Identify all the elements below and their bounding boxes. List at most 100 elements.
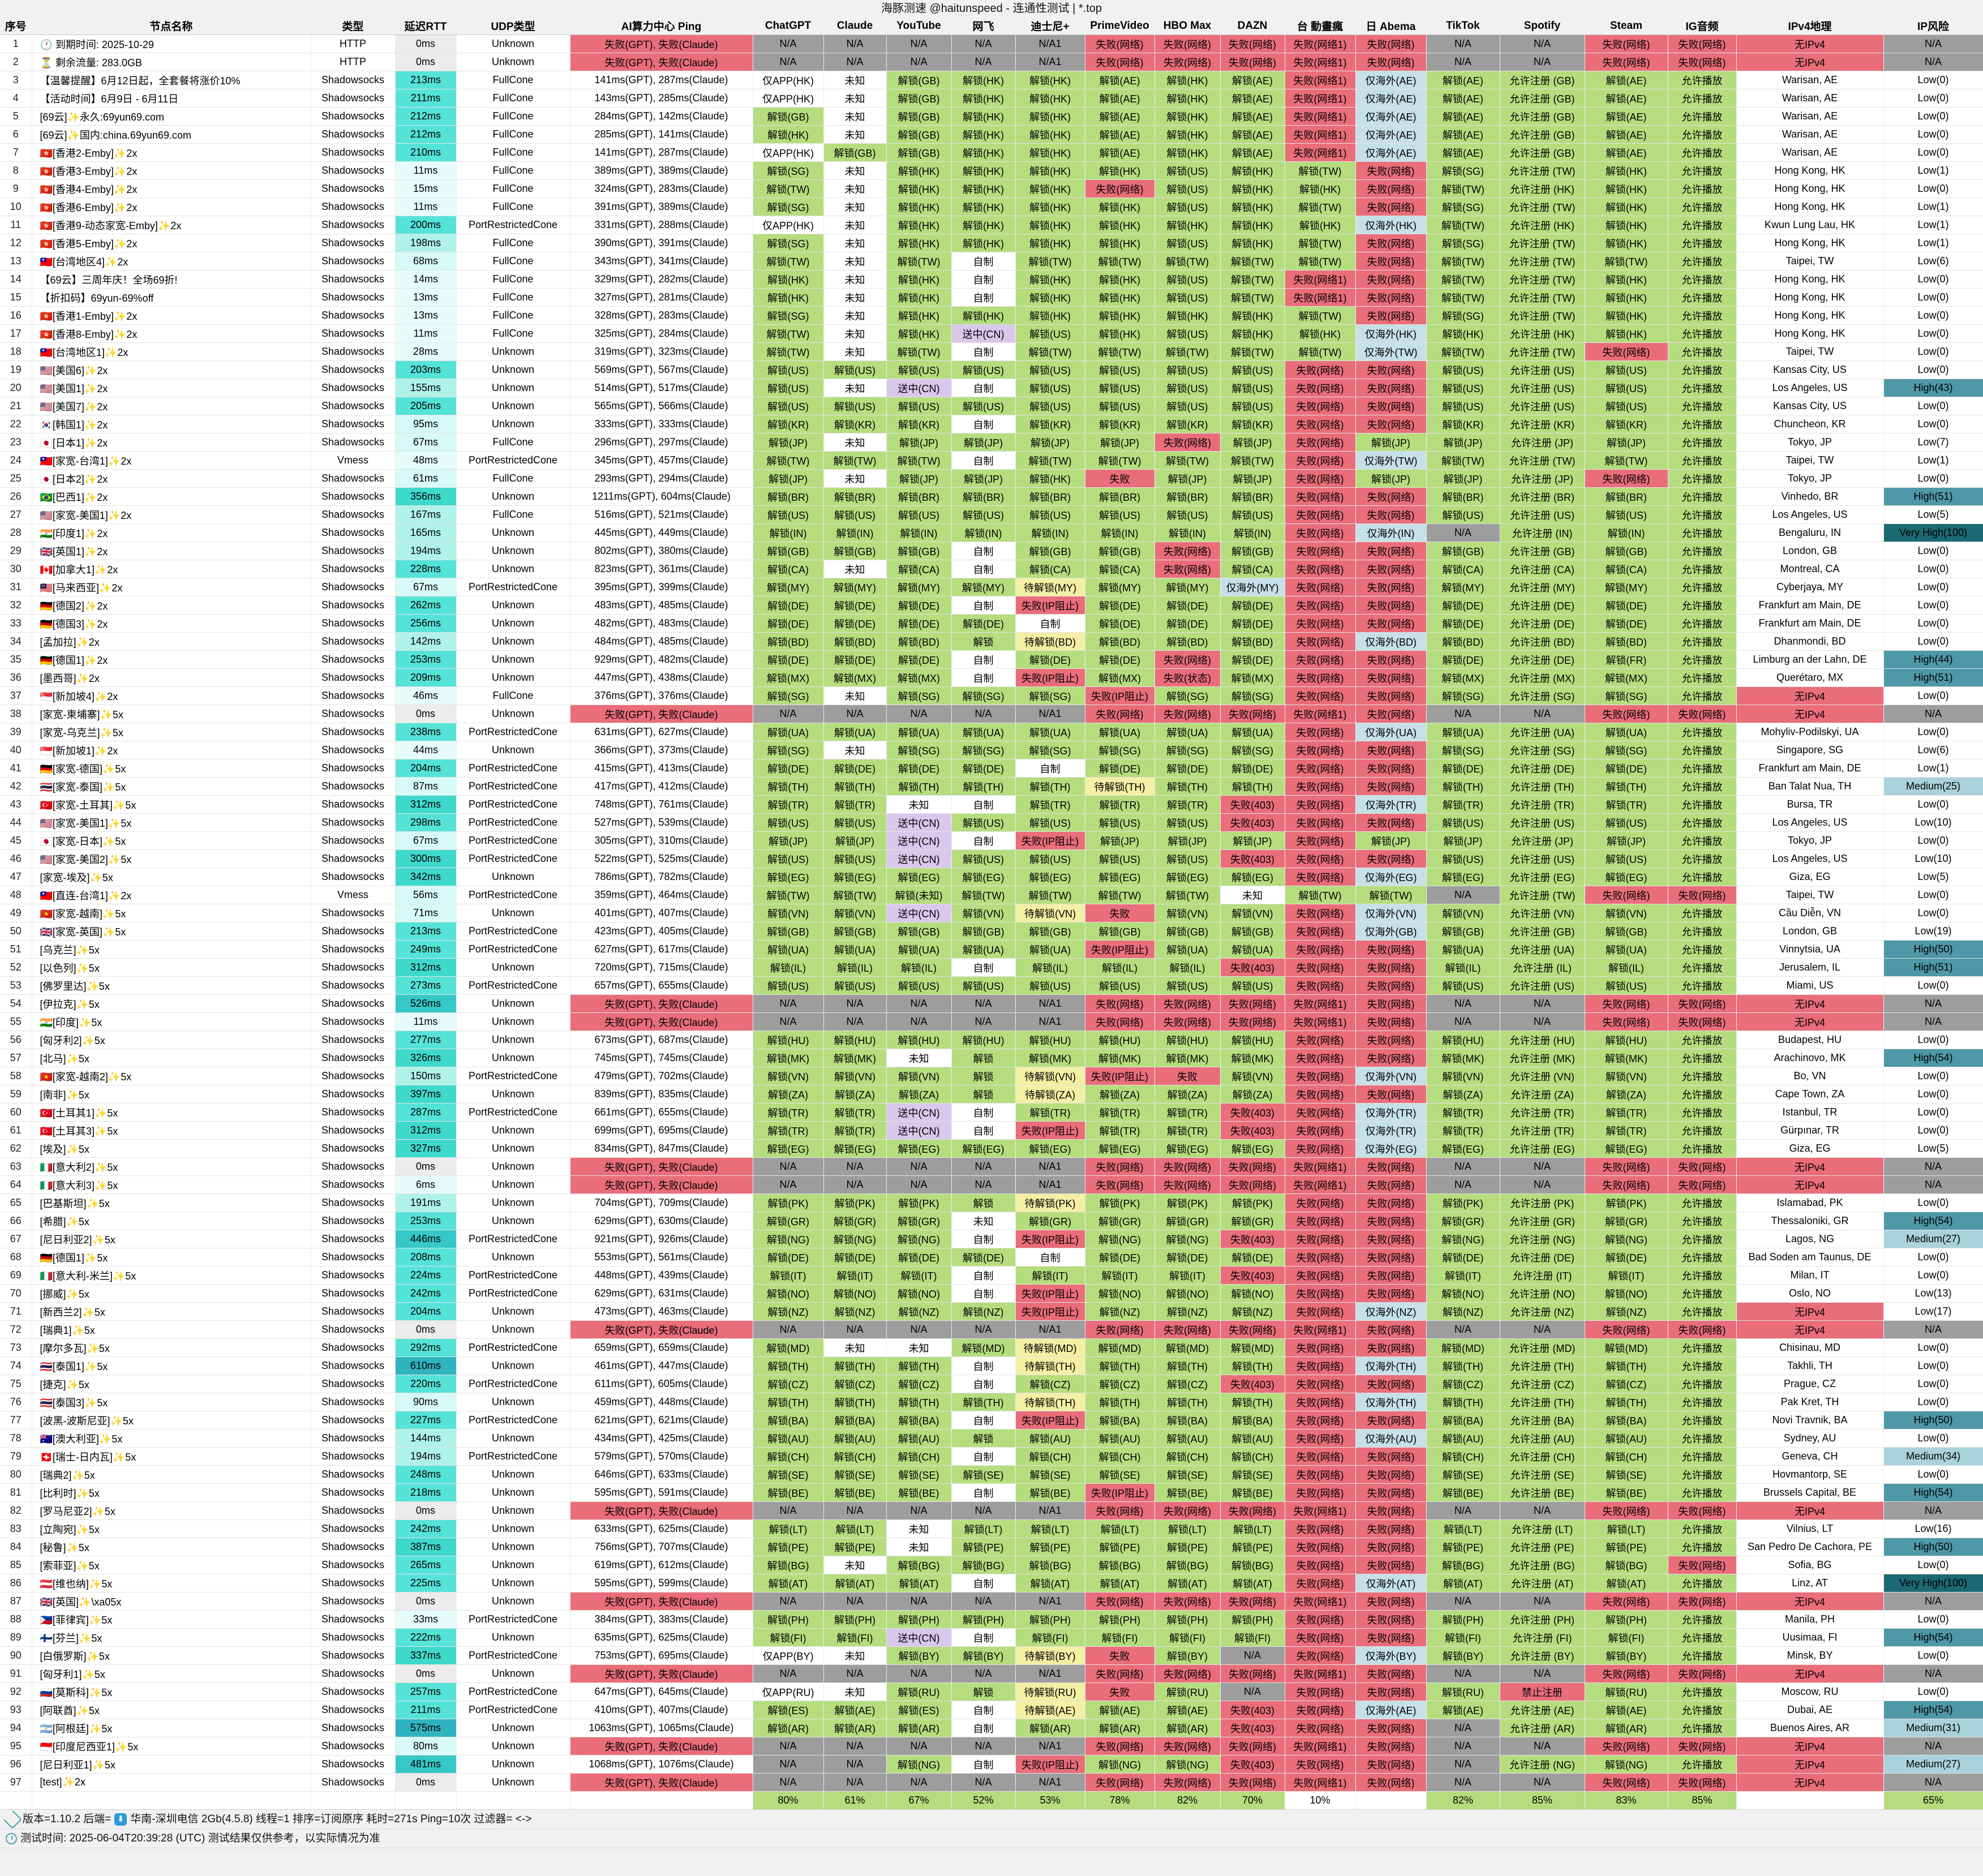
cell-youtube: 解锁(HK) bbox=[886, 161, 952, 180]
cell-primevideo: 解锁(DE) bbox=[1085, 614, 1155, 633]
cell-steam: 解锁(AE) bbox=[1585, 107, 1668, 126]
node-row: 4 【活动时间】6月9日 - 6月11日 Shadowsocks 211ms FullC… bbox=[0, 89, 1983, 108]
cell-tiktok: N/A bbox=[1426, 1755, 1500, 1774]
cell-dazn: 解锁(GR) bbox=[1220, 1212, 1285, 1230]
node-row: 64 🇮🇹[意大利3]✨5x Shadowsocks 6ms Unknown 失败(GPT… bbox=[0, 1175, 1983, 1194]
cell-youtube: 解锁(DE) bbox=[886, 614, 952, 633]
node-row: 32 🇩🇪[德国2]✨2x Shadowsocks 262ms Unknown 483ms… bbox=[0, 596, 1983, 615]
cell-tiktok: 解锁(ZA) bbox=[1426, 1085, 1500, 1104]
cell-anime: 失败(网络) bbox=[1285, 1194, 1356, 1212]
cell-risk: Low(1) bbox=[1883, 451, 1983, 470]
cell-netflix: 自制 bbox=[951, 379, 1016, 397]
cell-ping: 646ms(GPT), 633ms(Claude) bbox=[570, 1465, 753, 1484]
cell-rtt: 300ms bbox=[395, 849, 457, 868]
node-row: 39 [家宽-乌克兰]✨5x Shadowsocks 238ms PortRestric… bbox=[0, 723, 1983, 741]
cell-hbomax: 解锁(MK) bbox=[1154, 1049, 1221, 1067]
cell-ig: 允许播放 bbox=[1668, 71, 1737, 89]
cell-dazn: 解锁(UA) bbox=[1220, 723, 1285, 741]
node-row: 15 【折扣码】69yun-69%off Shadowsocks 13ms FullCo… bbox=[0, 288, 1983, 307]
cell-claude: 解锁(NG) bbox=[823, 1230, 887, 1248]
cell-hbomax: 失败(网络) bbox=[1154, 542, 1221, 560]
cell-youtube: 未知 bbox=[886, 1338, 952, 1357]
cell-type: Shadowsocks bbox=[311, 1103, 396, 1122]
cell-chatgpt: N/A bbox=[753, 1737, 824, 1755]
cell-udp: Unknown bbox=[456, 1501, 570, 1520]
cell-ig: 允许播放 bbox=[1668, 849, 1737, 868]
cell-udp: Unknown bbox=[456, 1031, 570, 1049]
cell-primevideo: 失败(网络) bbox=[1085, 1012, 1155, 1031]
cell-primevideo: 解锁(GR) bbox=[1085, 1212, 1155, 1230]
cell-steam: 解锁(DE) bbox=[1585, 614, 1668, 633]
cell-rtt: 61ms bbox=[395, 469, 457, 488]
cell-udp: Unknown bbox=[456, 1664, 570, 1683]
cell-dazn: 解锁(US) bbox=[1220, 976, 1285, 995]
cell-anime: 失败(网络) bbox=[1285, 1121, 1356, 1140]
cell-primevideo: 待解锁(TH) bbox=[1085, 777, 1155, 796]
cell-youtube: 解锁(BG) bbox=[886, 1556, 952, 1574]
cell-type: Shadowsocks bbox=[311, 1755, 396, 1774]
cell-youtube: 解锁(GB) bbox=[886, 125, 952, 144]
cell-rtt: 224ms bbox=[395, 1266, 457, 1285]
cell-dazn: 解锁(US) bbox=[1220, 379, 1285, 397]
cell-youtube: 解锁(CZ) bbox=[886, 1375, 952, 1393]
cell-tiktok: 解锁(TW) bbox=[1426, 451, 1500, 470]
cell-ping: 756ms(GPT), 707ms(Claude) bbox=[570, 1538, 753, 1556]
cell-chatgpt: 仅APP(HK) bbox=[753, 216, 824, 234]
cell-disney: N/A1 bbox=[1015, 1012, 1085, 1031]
cell-ping: 473ms(GPT), 463ms(Claude) bbox=[570, 1302, 753, 1321]
node-row: 19 🇺🇸[美国6]✨2x Shadowsocks 203ms Unknown 569ms… bbox=[0, 360, 1983, 379]
cell-ig: 失败(网络) bbox=[1668, 1556, 1737, 1574]
cell-spotify: 允许注册 (TR) bbox=[1500, 1103, 1585, 1122]
cell-claude: 未知 bbox=[823, 306, 887, 325]
cell-steam: 解锁(SG) bbox=[1585, 741, 1668, 759]
cell-chatgpt: 解锁(SE) bbox=[753, 1465, 824, 1484]
cell-tiktok: 解锁(CA) bbox=[1426, 560, 1500, 578]
cell-ig: 允许播放 bbox=[1668, 216, 1737, 234]
cell-youtube: 解锁(BY) bbox=[886, 1646, 952, 1665]
cell-ping: 1211ms(GPT), 604ms(Claude) bbox=[570, 487, 753, 506]
cell-tiktok: 解锁(JP) bbox=[1426, 831, 1500, 850]
cell-ping: 失败(GPT), 失败(Claude) bbox=[570, 1320, 753, 1339]
cell-claude: N/A bbox=[823, 1175, 887, 1194]
cell-rtt: 228ms bbox=[395, 560, 457, 578]
cell-chatgpt: 解锁(DE) bbox=[753, 759, 824, 778]
cell-rtt: 0ms bbox=[395, 1157, 457, 1176]
cell-abema: 失败(网络) bbox=[1355, 234, 1427, 252]
cell-hbomax: 解锁(BA) bbox=[1154, 1411, 1221, 1429]
cell-youtube: 解锁(TH) bbox=[886, 777, 952, 796]
cell-tiktok: 解锁(US) bbox=[1426, 813, 1500, 832]
cell-tiktok: 解锁(AE) bbox=[1426, 125, 1500, 144]
cell-hbomax: 失败(网络) bbox=[1154, 1737, 1221, 1755]
cell-index: 4 bbox=[0, 89, 32, 108]
cell-abema: 失败(网络) bbox=[1355, 650, 1427, 669]
cell-hbomax: 解锁(HU) bbox=[1154, 1031, 1221, 1049]
cell-anime: 失败(网络) bbox=[1285, 379, 1356, 397]
cell-steam: 失败(网络) bbox=[1585, 35, 1668, 53]
cell-disney: N/A1 bbox=[1015, 1664, 1085, 1683]
cell-youtube: 解锁(JP) bbox=[886, 433, 952, 452]
cell-type: Shadowsocks bbox=[311, 1375, 396, 1393]
cell-claude: 解锁(US) bbox=[823, 505, 887, 524]
cell-disney: 解锁(HK) bbox=[1015, 107, 1085, 126]
cell-netflix: 解锁(US) bbox=[951, 505, 1016, 524]
cell-spotify: N/A bbox=[1500, 1012, 1585, 1031]
cell-disney: 解锁(FI) bbox=[1015, 1628, 1085, 1647]
cell-steam: 解锁(SE) bbox=[1585, 1465, 1668, 1484]
cell-anime: 失败(网络1) bbox=[1285, 1737, 1356, 1755]
cell-chatgpt: 解锁(SG) bbox=[753, 198, 824, 216]
cell-claude: 解锁(GR) bbox=[823, 1212, 887, 1230]
cell-risk: Low(7) bbox=[1883, 433, 1983, 452]
cell-dazn: 解锁(DE) bbox=[1220, 1248, 1285, 1267]
cell-tiktok: 解锁(SG) bbox=[1426, 234, 1500, 252]
cell-youtube: 解锁(AU) bbox=[886, 1429, 952, 1448]
cell-index: 27 bbox=[0, 505, 32, 524]
cell-udp: PortRestrictedCone bbox=[456, 831, 570, 850]
cell-disney: 解锁(US) bbox=[1015, 505, 1085, 524]
cell-youtube: 未知 bbox=[886, 1538, 952, 1556]
summary-hbomax: 82% bbox=[1154, 1791, 1221, 1810]
cell-chatgpt: 解锁(ZA) bbox=[753, 1085, 824, 1104]
cell-name: [比利时]✨5x bbox=[32, 1483, 311, 1502]
summary-index bbox=[0, 1791, 32, 1810]
cell-ig: 允许播放 bbox=[1668, 1212, 1737, 1230]
cell-claude: 解锁(GB) bbox=[823, 922, 887, 941]
